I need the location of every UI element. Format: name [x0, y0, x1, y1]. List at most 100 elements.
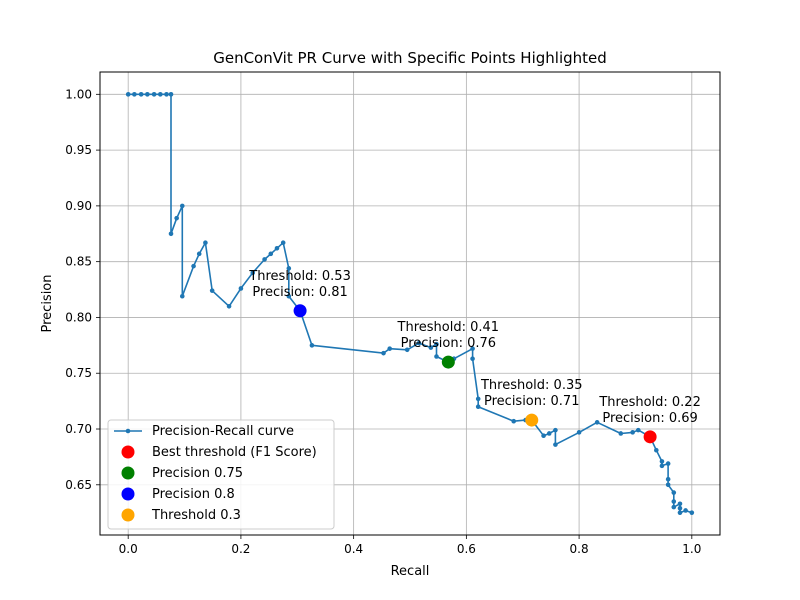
pr-curve-point: [179, 203, 185, 209]
annotation-threshold-label: Threshold: 0.22: [598, 395, 701, 410]
legend-point-swatch: [121, 466, 135, 480]
pr-curve-point: [387, 346, 393, 351]
legend-label: Precision-Recall curve: [152, 424, 294, 439]
y-tick-label: 0.95: [65, 143, 92, 157]
x-tick-label: 0.2: [231, 542, 250, 556]
y-tick-label: 0.80: [65, 310, 92, 324]
pr-curve-point: [286, 293, 292, 299]
pr-curve-point: [665, 461, 671, 466]
pr-curve-point: [132, 92, 137, 97]
y-tick-label: 1.00: [65, 87, 92, 101]
legend-label: Threshold 0.3: [151, 508, 241, 523]
pr-curve-point: [594, 420, 600, 425]
y-tick-label: 0.90: [65, 199, 92, 213]
pr-curve-point: [618, 431, 624, 436]
x-tick-label: 0.0: [119, 542, 138, 556]
pr-curve-point: [381, 350, 386, 356]
pr-curve-point: [428, 345, 434, 350]
pr-curve-point: [475, 396, 481, 402]
pr-curve-point: [671, 504, 677, 510]
pr-curve-point: [689, 510, 695, 515]
annotation-threshold-label: Threshold: 0.53: [248, 269, 351, 284]
pr-curve-point: [274, 245, 280, 251]
highlight-point: [441, 355, 455, 369]
y-axis-ticks: 0.65 0.70 0.75 0.80 0.85 0.90 0.95 1.00: [65, 87, 100, 492]
pr-curve-point: [677, 505, 683, 511]
pr-curve-point: [546, 431, 552, 436]
legend-point-swatch: [121, 445, 135, 459]
series-layer: [125, 92, 695, 515]
pr-curve-point: [191, 263, 196, 269]
annotation-threshold-label: Threshold: 0.35: [480, 378, 583, 393]
pr-curve-point: [659, 463, 665, 469]
annotation-threshold-label: Threshold: 0.41: [397, 320, 500, 335]
pr-curve-point: [553, 442, 558, 447]
pr-curve-point: [416, 340, 422, 346]
pr-curve-point: [238, 286, 244, 291]
pr-curve-point: [145, 92, 150, 97]
pr-curve-point: [635, 427, 641, 433]
chart-title: GenConVit PR Curve with Specific Points …: [213, 49, 607, 67]
pr-curve-point: [280, 240, 286, 245]
highlight-layer: [293, 304, 657, 444]
pr-curve-point: [434, 341, 439, 347]
pr-curve-point: [470, 346, 475, 351]
pr-curve-point: [262, 257, 267, 262]
y-tick-label: 0.70: [65, 422, 92, 436]
pr-curve-point: [168, 92, 174, 97]
legend-box: [107, 419, 335, 530]
pr-curve-point: [125, 92, 131, 97]
x-tick-label: 0.4: [344, 542, 363, 556]
pr-curve-point: [677, 501, 683, 507]
pr-curve-point: [434, 354, 439, 359]
highlight-point: [525, 413, 539, 427]
pr-curve-point: [179, 293, 185, 299]
pr-curve-point: [576, 430, 582, 435]
legend-point-swatch: [121, 508, 135, 522]
annotation-precision-label: Precision: 0.71: [484, 394, 579, 409]
y-tick-label: 0.65: [65, 478, 92, 492]
x-axis-ticks: 0.0 0.2 0.4 0.6 0.8 1.0: [119, 535, 701, 556]
y-tick-label: 0.85: [65, 255, 92, 269]
pr-curve-point: [250, 270, 256, 276]
x-tick-label: 0.8: [570, 542, 589, 556]
y-axis-label: Precision: [40, 274, 55, 332]
pr-curve-point: [174, 215, 179, 221]
pr-curve-point: [309, 343, 315, 348]
pr-curve-point: [677, 510, 683, 515]
plot-area-frame: [99, 71, 721, 536]
x-tick-label: 0.6: [457, 542, 476, 556]
pr-curve-point: [158, 92, 163, 97]
pr-curve-point: [659, 459, 665, 464]
legend-label: Precision 0.8: [152, 487, 235, 502]
legend-point-swatch: [121, 487, 135, 501]
pr-curve-point: [671, 499, 677, 504]
pr-curve-point: [511, 418, 517, 424]
x-axis-label: Recall: [391, 564, 430, 579]
pr-curve-point: [665, 476, 671, 482]
pr-curve-point: [203, 240, 208, 245]
annotation-precision-label: Precision: 0.69: [602, 411, 697, 426]
pr-curve-point: [286, 266, 292, 271]
annotation-precision-label: Precision: 0.81: [252, 285, 347, 300]
pr-curve-point: [654, 447, 659, 453]
pr-curve-point: [671, 490, 677, 495]
pr-curve-point: [553, 427, 558, 433]
annotation-precision-label: Precision: 0.76: [401, 336, 496, 351]
pr-curve-point: [168, 231, 174, 237]
x-tick-label: 1.0: [682, 542, 701, 556]
pr-curve-point: [683, 508, 688, 513]
highlight-point: [293, 304, 307, 318]
pr-curve-point: [268, 251, 274, 257]
pr-curve-point: [196, 251, 202, 257]
pr-curve-point: [470, 356, 475, 362]
legend: Precision-Recall curve Best threshold (F1…: [107, 419, 335, 530]
pr-curve-point: [541, 433, 546, 439]
pr-curve-point: [475, 404, 481, 409]
legend-label: Precision 0.75: [152, 466, 243, 481]
pr-curve-point: [164, 92, 169, 97]
pr-curve-point: [630, 430, 635, 435]
legend-marker-swatch: [125, 428, 131, 434]
